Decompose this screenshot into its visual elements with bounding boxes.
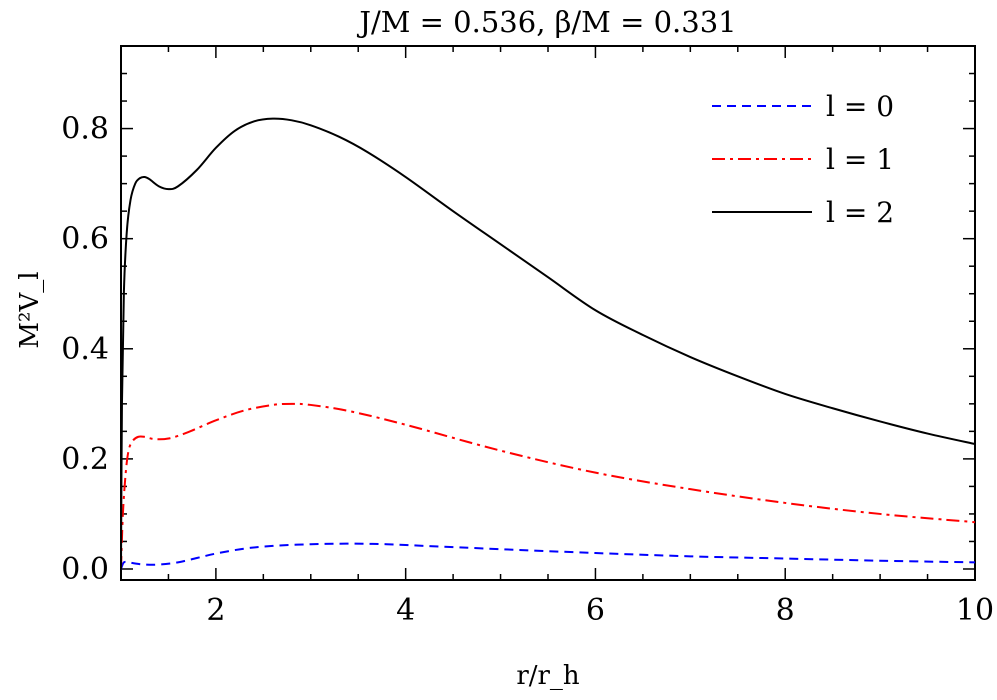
series-line-0 — [120, 542, 976, 570]
legend-label-0: l = 0 — [826, 90, 894, 123]
y-tick-label: 0.4 — [61, 332, 109, 367]
x-tick-label: 10 — [956, 593, 994, 628]
series-line-1 — [120, 402, 976, 570]
x-tick-label: 2 — [206, 593, 225, 628]
legend-label-2: l = 2 — [826, 196, 894, 229]
plot-area: 2 4 6 8 10 0.0 0.2 0.4 0.6 0.8 l = 0 l = 1 l = 2 — [61, 45, 994, 628]
y-tick-label: 0.8 — [61, 112, 109, 147]
x-axis-label: r/r_h — [516, 661, 580, 691]
x-tick-label: 4 — [396, 593, 415, 628]
y-tick-label: 0.2 — [61, 442, 109, 477]
x-tick-label: 8 — [776, 593, 795, 628]
tick-labels: 2 4 6 8 10 0.0 0.2 0.4 0.6 0.8 — [61, 112, 994, 628]
y-tick-label: 0.0 — [61, 552, 109, 587]
legend-label-1: l = 1 — [826, 143, 894, 176]
axis-ticks — [121, 46, 976, 580]
legend: l = 0 l = 1 l = 2 — [712, 90, 894, 229]
y-tick-label: 0.6 — [61, 222, 109, 257]
y-axis-label: M²V_l — [15, 271, 45, 348]
series-line-2 — [120, 117, 976, 569]
x-tick-label: 6 — [586, 593, 605, 628]
series-lines — [120, 117, 976, 570]
chart-title: J/M = 0.536, β/M = 0.331 — [356, 5, 736, 39]
